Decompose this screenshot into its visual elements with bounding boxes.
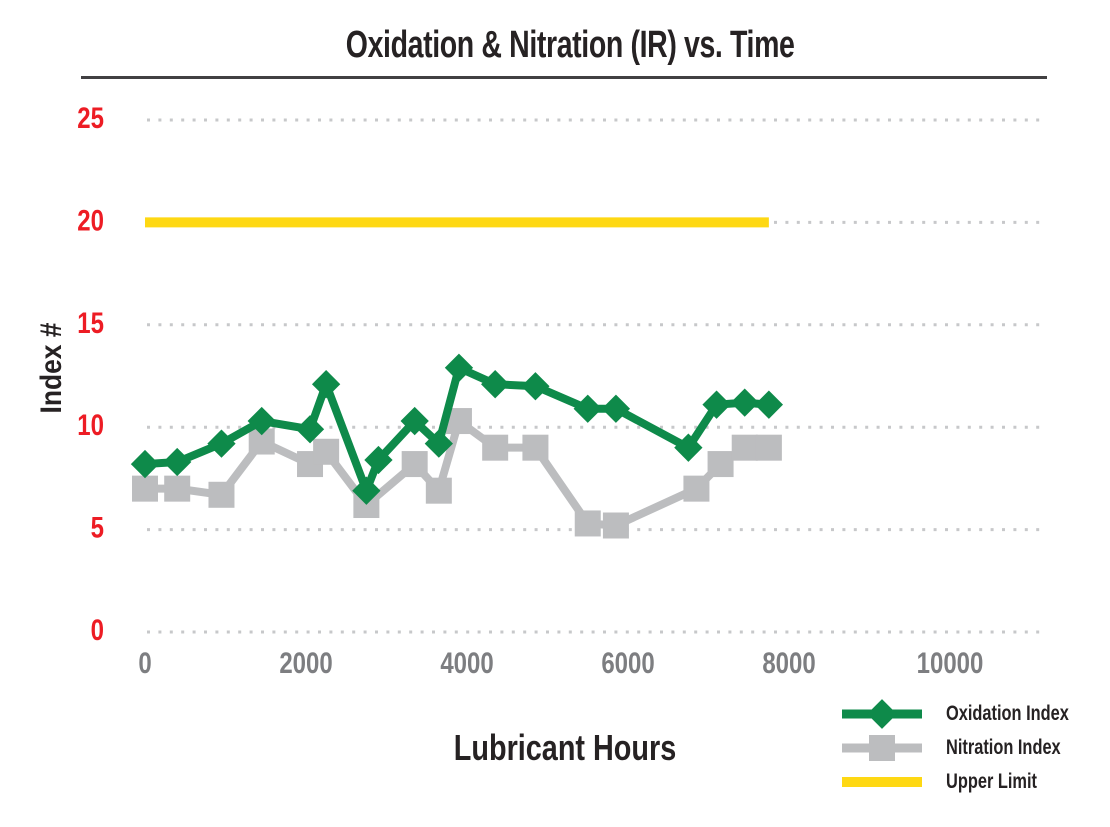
title-rule bbox=[81, 76, 1047, 79]
nitration-index-marker bbox=[707, 451, 734, 478]
nitration-index-marker bbox=[208, 481, 235, 508]
legend-swatch-oxidation-index bbox=[842, 699, 922, 729]
chart-title-wrap: Oxidation & Nitration (IR) vs. Time bbox=[30, 24, 1110, 67]
oxidation-index-marker bbox=[573, 394, 602, 423]
y-tick-label-5: 5 bbox=[91, 510, 104, 544]
x-tick-label-2000: 2000 bbox=[279, 645, 332, 679]
legend-label-oxidation-index: Oxidation Index bbox=[946, 702, 1069, 725]
legend-swatch-upper-limit bbox=[842, 777, 922, 787]
legend: Oxidation Index Nitration Index Upper Limi… bbox=[840, 697, 1104, 799]
nitration-index-marker bbox=[132, 475, 158, 502]
x-tick-label-4000: 4000 bbox=[440, 645, 493, 679]
x-tick-label-10000: 10000 bbox=[917, 645, 984, 679]
x-tick-label-8000: 8000 bbox=[762, 645, 815, 679]
oxidation-index-marker bbox=[481, 370, 510, 399]
x-tick-label-6000: 6000 bbox=[601, 645, 654, 679]
nitration-index-marker bbox=[755, 434, 782, 461]
legend-item-oxidation-index: Oxidation Index bbox=[840, 697, 1104, 731]
nitration-index-marker bbox=[574, 510, 601, 537]
oxidation-index-marker bbox=[521, 372, 550, 401]
y-tick-label-15: 15 bbox=[77, 305, 104, 339]
legend-label-nitration-index: Nitration Index bbox=[946, 736, 1061, 759]
nitration-index-marker bbox=[313, 438, 340, 465]
oxidation-index-marker bbox=[674, 433, 703, 462]
legend-swatch-nitration-index bbox=[842, 735, 922, 761]
y-tick-label-25: 25 bbox=[77, 100, 104, 134]
oxidation-index-marker bbox=[730, 388, 759, 417]
nitration-index-marker bbox=[425, 477, 452, 504]
oxidation-index-marker bbox=[130, 449, 160, 479]
oxidation-index-marker bbox=[754, 390, 784, 419]
legend-diamond-icon bbox=[867, 699, 897, 729]
legend-label-upper-limit: Upper Limit bbox=[946, 770, 1038, 793]
y-tick-label-10: 10 bbox=[77, 408, 104, 442]
oxidation-index-marker bbox=[702, 390, 731, 419]
nitration-index-marker bbox=[731, 434, 758, 461]
nitration-index-marker bbox=[164, 475, 191, 502]
x-axis-title-wrap: Lubricant Hours bbox=[20, 727, 1110, 769]
nitration-index-marker bbox=[602, 512, 629, 539]
x-tick-label-0: 0 bbox=[138, 645, 151, 679]
oxidation-index-marker bbox=[601, 394, 631, 423]
oxidation-index-marker bbox=[444, 353, 474, 382]
nitration-index-marker bbox=[482, 434, 509, 461]
nitration-index-marker bbox=[522, 434, 549, 461]
x-axis-title: Lubricant Hours bbox=[453, 727, 677, 768]
legend-item-upper-limit: Upper Limit bbox=[840, 765, 1104, 799]
nitration-index-marker bbox=[683, 475, 710, 502]
nitration-index-marker bbox=[401, 451, 428, 478]
y-tick-label-0: 0 bbox=[91, 612, 104, 646]
oxidation-index-marker bbox=[311, 370, 341, 399]
y-tick-label-20: 20 bbox=[77, 203, 104, 237]
legend-item-nitration-index: Nitration Index bbox=[840, 731, 1104, 765]
oxidation-index-marker bbox=[163, 447, 192, 477]
legend-square-icon bbox=[869, 735, 895, 761]
chart-title: Oxidation & Nitration (IR) vs. Time bbox=[345, 24, 795, 66]
